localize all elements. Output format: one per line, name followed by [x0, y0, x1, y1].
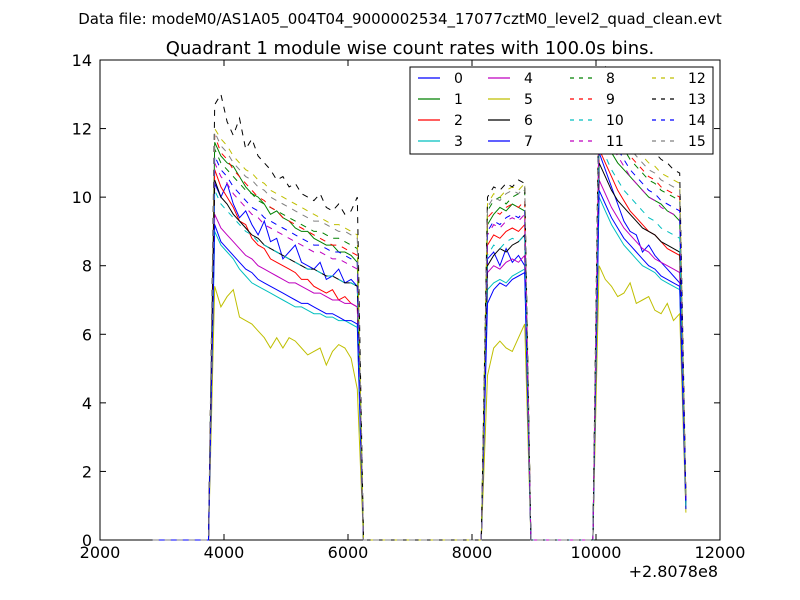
y-tick-label: 14	[72, 51, 92, 70]
y-tick-label: 0	[82, 531, 92, 550]
x-axis-offset-label: +2.8078e8	[629, 562, 718, 581]
y-tick-label: 8	[82, 257, 92, 276]
legend-box	[409, 66, 714, 155]
legend-label-8: 8	[606, 71, 615, 87]
legend-label-12: 12	[688, 71, 706, 87]
legend-label-1: 1	[454, 92, 463, 108]
x-axis: 2000 4000 6000 8000 10000 12000	[80, 60, 746, 562]
y-tick-label: 2	[82, 462, 92, 481]
legend-label-6: 6	[524, 113, 533, 129]
x-tick-label: 4000	[204, 543, 245, 562]
legend-label-0: 0	[454, 71, 463, 87]
legend-label-7: 7	[524, 134, 533, 150]
x-tick-label: 10000	[571, 543, 622, 562]
series-layer	[152, 65, 687, 541]
legend-label-4: 4	[524, 71, 533, 87]
x-tick-label: 6000	[328, 543, 369, 562]
y-tick-label: 12	[72, 120, 92, 139]
legend-label-14: 14	[688, 113, 706, 129]
y-tick-label: 10	[72, 188, 92, 207]
x-tick-label: 12000	[695, 543, 746, 562]
legend-label-11: 11	[606, 134, 624, 150]
legend-label-9: 9	[606, 92, 615, 108]
legend-label-5: 5	[524, 92, 533, 108]
x-tick-label: 8000	[452, 543, 493, 562]
legend-label-13: 13	[688, 92, 706, 108]
legend-label-15: 15	[688, 134, 706, 150]
x-tick-label: 2000	[80, 543, 121, 562]
legend-label-10: 10	[606, 113, 624, 129]
figure-suptitle: Data file: modeM0/AS1A05_004T04_90000025…	[78, 10, 722, 29]
legend-label-3: 3	[454, 134, 463, 150]
chart-title: Quadrant 1 module wise count rates with …	[166, 38, 655, 59]
y-tick-label: 6	[82, 325, 92, 344]
series-line-11	[152, 118, 687, 541]
legend-label-2: 2	[454, 113, 463, 129]
y-tick-label: 4	[82, 394, 92, 413]
